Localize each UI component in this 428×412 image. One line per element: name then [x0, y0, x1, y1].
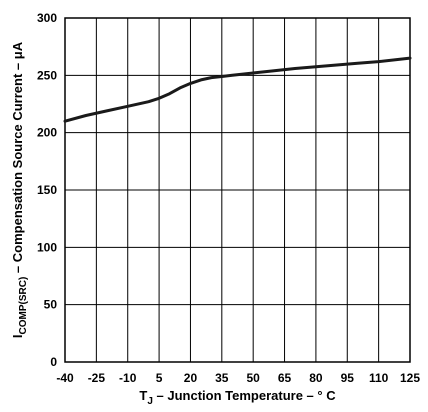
x-tick-label: 20	[184, 371, 198, 385]
x-tick-label: -40	[56, 371, 74, 385]
x-tick-label: 80	[309, 371, 323, 385]
y-tick-labels: 0 50 100 150 200 250 300	[37, 11, 57, 369]
x-tick-label: -10	[119, 371, 137, 385]
grid-lines	[64, 17, 411, 363]
x-tick-label: 35	[215, 371, 229, 385]
y-axis-label: ICOMP(SRC) – Compensation Source Current…	[10, 41, 29, 338]
series-line	[63, 56, 412, 123]
x-tick-label: 125	[400, 371, 420, 385]
y-tick-label: 150	[37, 183, 57, 197]
x-tick-label: 5	[156, 371, 163, 385]
y-tick-label: 0	[50, 355, 57, 369]
y-tick-label: 100	[37, 240, 57, 254]
x-tick-label: 50	[247, 371, 261, 385]
y-tick-label: 50	[44, 298, 58, 312]
x-axis-label: TJ – Junction Temperature – ° C	[139, 388, 336, 407]
x-tick-label: 110	[369, 371, 389, 385]
y-tick-label: 200	[37, 126, 57, 140]
x-tick-labels: -40 -25 -10 5 20 35 50 65 80 95 110 125	[56, 371, 420, 385]
y-tick-label: 300	[37, 11, 57, 25]
x-tick-label: 95	[341, 371, 355, 385]
x-tick-label: -25	[88, 371, 106, 385]
plot-frame	[64, 17, 411, 363]
y-tick-label: 250	[37, 68, 57, 82]
x-tick-label: 65	[278, 371, 292, 385]
